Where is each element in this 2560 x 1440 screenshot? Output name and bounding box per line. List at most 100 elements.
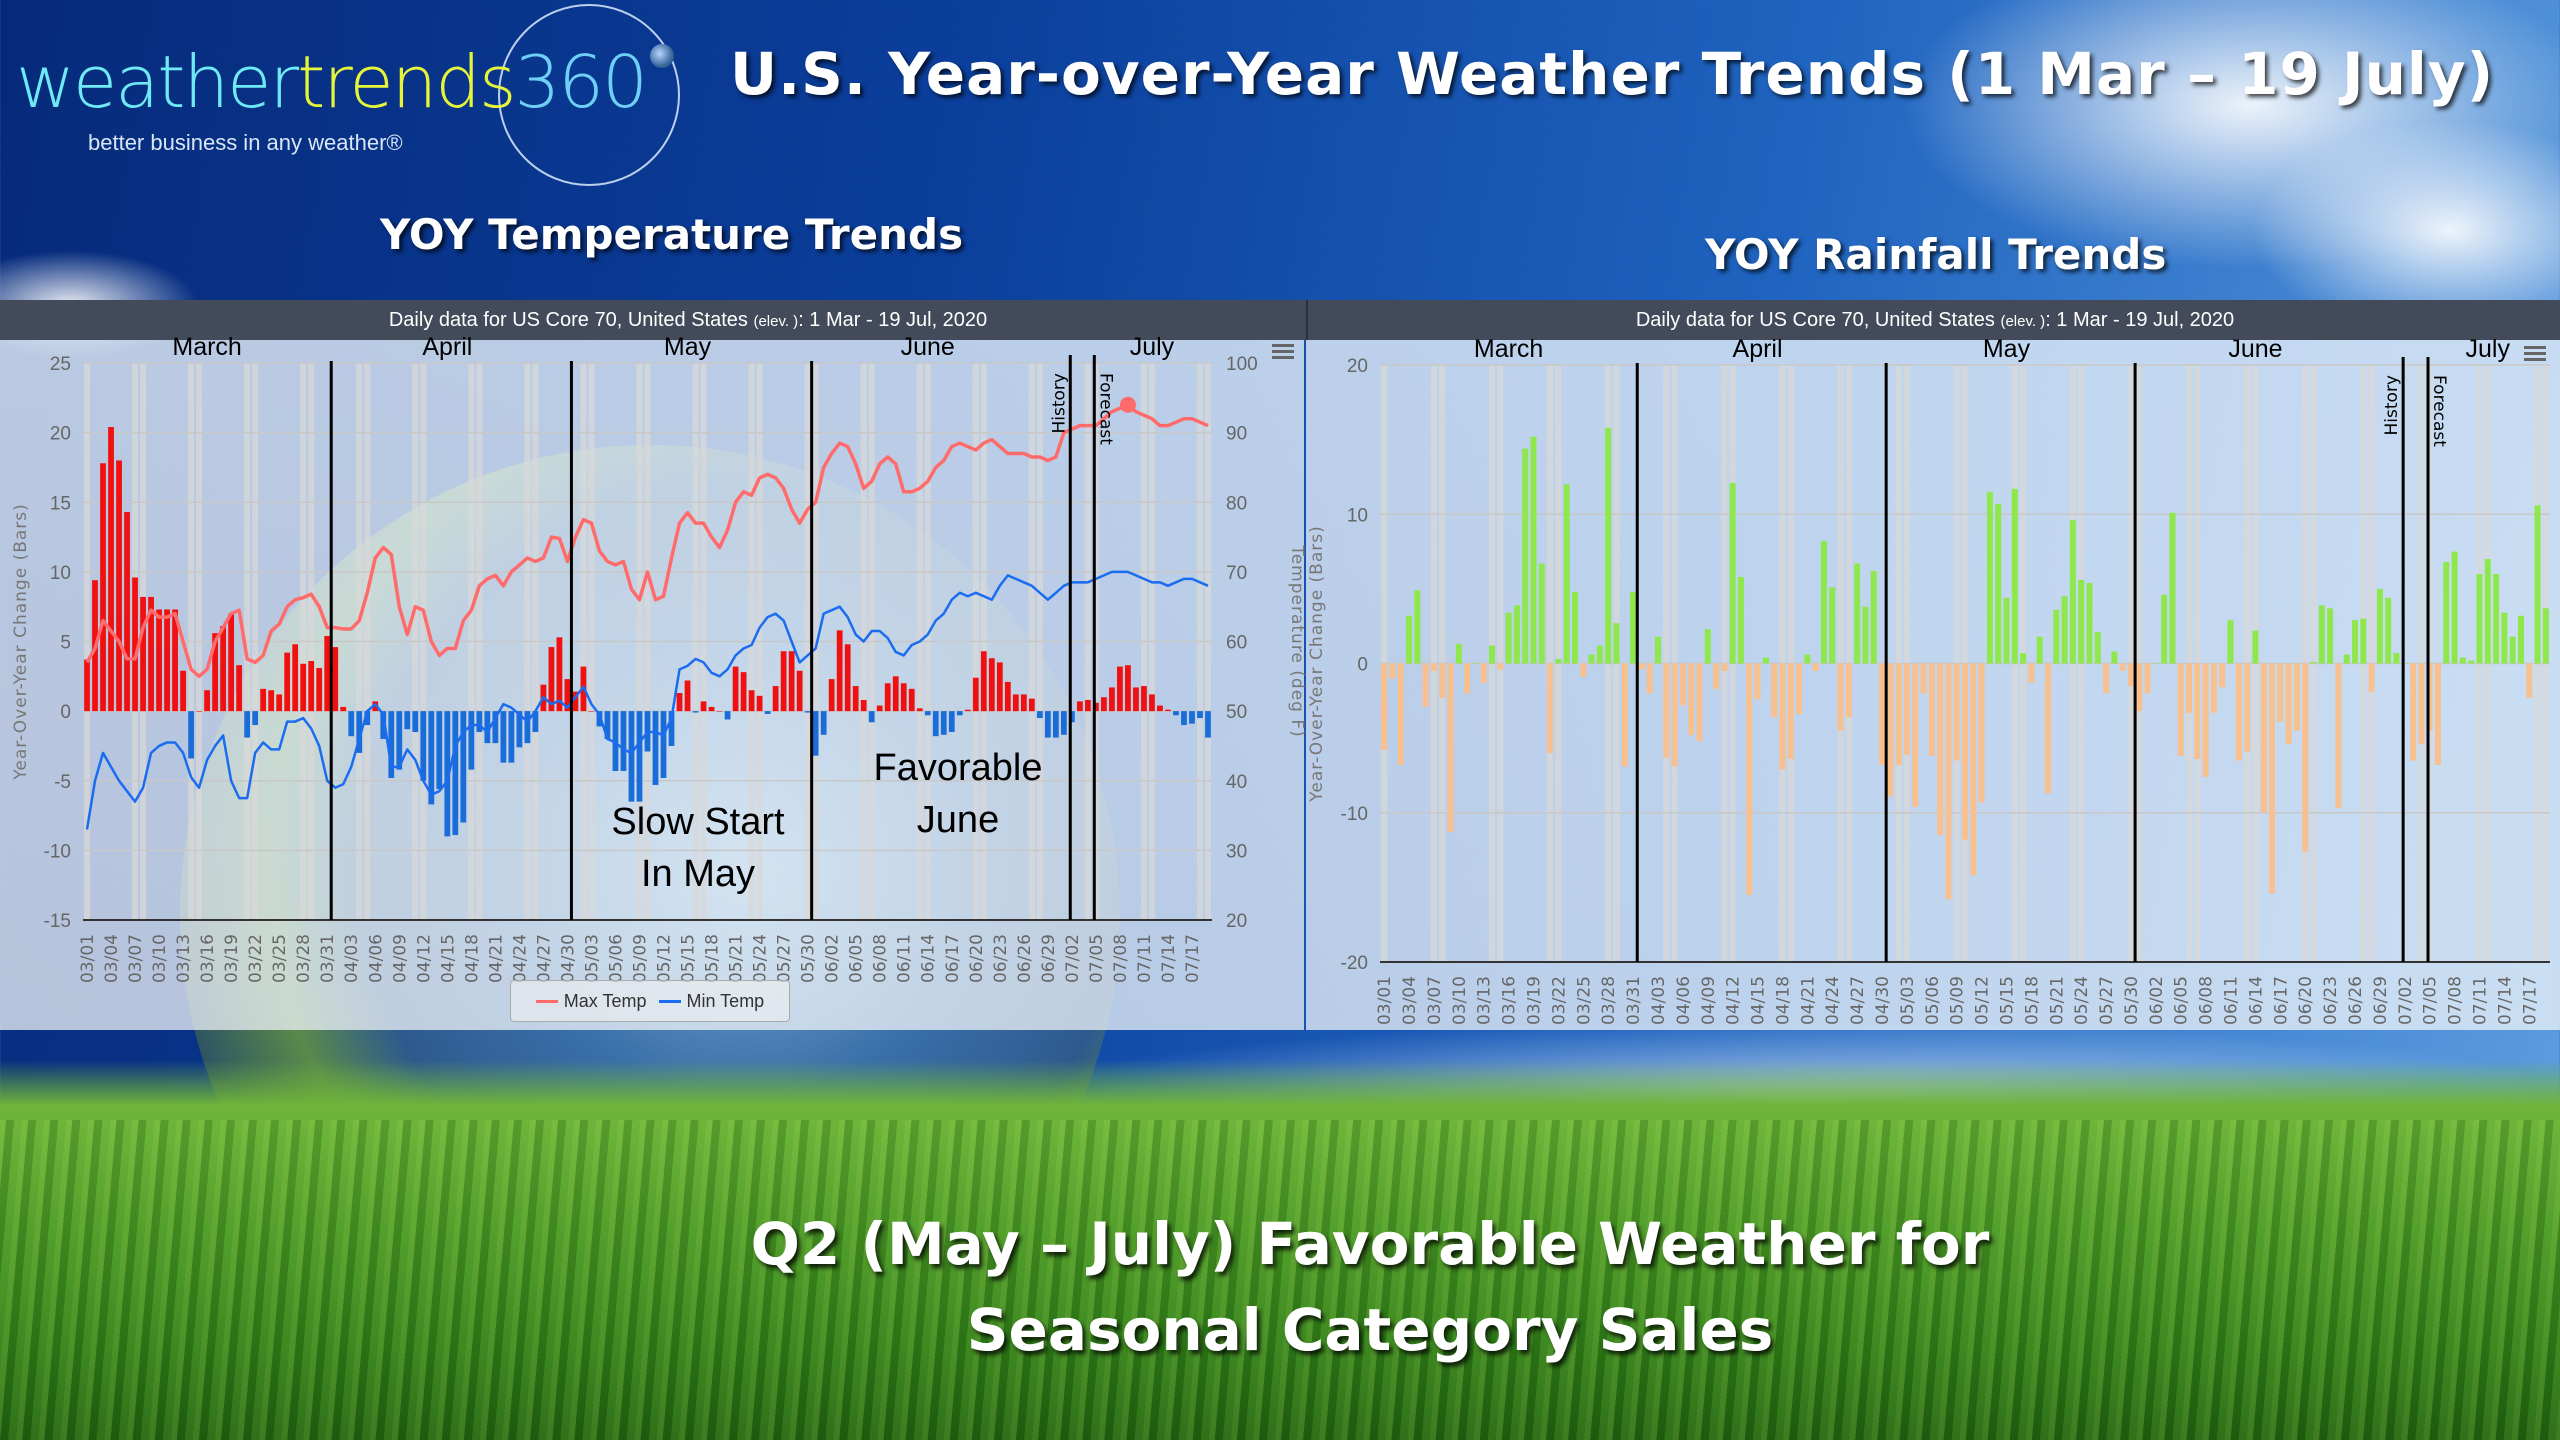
legend-item-max-temp[interactable]: Max Temp [535, 991, 647, 1012]
x-tick-label: 06/05 [847, 934, 867, 983]
bar [1887, 663, 1894, 797]
y-tick-label: -10 [1341, 804, 1368, 825]
bar [276, 694, 283, 712]
bar [1928, 663, 1935, 757]
x-tick-label: 05/24 [751, 934, 771, 983]
bar [1854, 563, 1861, 664]
x-tick-label: 04/21 [1798, 976, 1818, 1025]
bar [828, 679, 835, 712]
bar [684, 680, 691, 712]
bar [316, 667, 323, 712]
x-tick-label: 03/22 [1549, 976, 1569, 1025]
bar [2534, 505, 2541, 664]
bar [84, 659, 90, 712]
bar [2468, 660, 2475, 664]
x-tick-label: 03/13 [174, 934, 194, 983]
bar [1181, 711, 1187, 726]
bar [964, 709, 971, 712]
bar [1820, 541, 1827, 664]
bar [132, 577, 138, 712]
bar [2526, 663, 2533, 698]
bar [1004, 681, 1011, 712]
bar [108, 427, 114, 712]
bar [732, 666, 739, 712]
bar [1580, 663, 1587, 677]
bar [1036, 711, 1043, 719]
bar [1771, 663, 1778, 718]
bar [2169, 512, 2176, 664]
bar [596, 711, 603, 727]
x-tick-label: 05/21 [2047, 976, 2067, 1025]
rainfall-chart-menu-icon[interactable] [2524, 346, 2546, 362]
bar [1389, 663, 1396, 679]
bar [876, 705, 883, 712]
bar [2235, 663, 2242, 761]
bar [556, 637, 563, 712]
bar [860, 699, 867, 712]
y2-axis-title: Temperature (deg F) [1287, 544, 1307, 738]
bar [1522, 448, 1529, 664]
bar [1397, 663, 1404, 765]
bar [228, 613, 235, 712]
month-label: July [1130, 333, 1175, 361]
x-tick-label: 06/08 [2197, 976, 2217, 1025]
bar [2302, 663, 2309, 852]
bar [1077, 701, 1083, 712]
bar [1044, 711, 1051, 738]
bar [548, 647, 555, 712]
month-label: March [172, 333, 241, 361]
bar [900, 683, 907, 712]
bar [2393, 653, 2400, 664]
bar [996, 662, 1003, 712]
bar [564, 679, 571, 712]
month-label: June [901, 333, 955, 361]
rainfall-chart-header: Daily data for US Core 70, United States… [1306, 300, 2560, 340]
bar [1787, 663, 1794, 760]
temperature-legend: Max Temp Min Temp [510, 980, 790, 1022]
x-tick-label: 06/23 [991, 934, 1011, 983]
bar [156, 609, 162, 712]
x-tick-label: 03/04 [102, 934, 122, 983]
bar [2036, 636, 2043, 664]
x-tick-label: 06/11 [2222, 976, 2242, 1025]
bar [428, 711, 435, 805]
bar [100, 463, 106, 712]
bar [1109, 687, 1115, 712]
bar [1489, 645, 1496, 664]
month-label: April [1733, 335, 1783, 363]
y-tick-label: 25 [50, 354, 71, 375]
bar [1970, 663, 1977, 876]
y-axis-title: Year-Over-Year Change (Bars) [11, 503, 31, 781]
temperature-chart-menu-icon[interactable] [1272, 344, 1294, 360]
bar [780, 651, 787, 712]
logo-orbit-ring [498, 4, 680, 186]
bar [1870, 570, 1877, 664]
y2-tick-label: 60 [1226, 633, 1247, 654]
x-tick-label: 07/17 [2520, 976, 2540, 1025]
bar [1505, 612, 1512, 664]
bar [1621, 663, 1628, 767]
bar [908, 688, 915, 712]
bar [2069, 520, 2076, 664]
bar [2343, 654, 2350, 664]
bar [2161, 594, 2168, 664]
x-tick-label: 04/24 [1823, 976, 1843, 1025]
x-tick-label: 04/30 [558, 934, 578, 983]
bar [716, 711, 723, 712]
bar [436, 711, 443, 790]
bar [396, 711, 403, 770]
bar [1903, 663, 1910, 755]
x-tick-label: 06/08 [871, 934, 891, 983]
x-tick-label: 07/08 [2446, 976, 2466, 1025]
bar [244, 711, 251, 738]
bar [1513, 605, 1520, 664]
bar [2127, 663, 2134, 686]
x-tick-label: 05/15 [1997, 976, 2017, 1025]
x-tick-label: 06/26 [1015, 934, 1035, 983]
bar [1020, 694, 1027, 712]
forecast-label: Forecast [2429, 375, 2449, 447]
bar [572, 691, 579, 712]
bar [1422, 663, 1429, 707]
legend-item-min-temp[interactable]: Min Temp [658, 991, 764, 1012]
bar [1464, 663, 1471, 694]
